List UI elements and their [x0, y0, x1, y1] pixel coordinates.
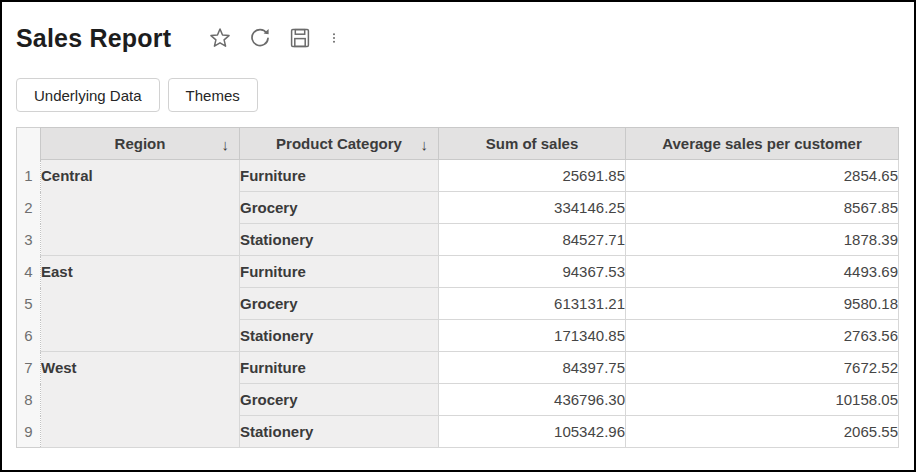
region-cell: East	[41, 256, 240, 352]
sum-of-sales-cell: 334146.25	[439, 192, 626, 224]
column-header-sum-of-sales[interactable]: Sum of sales	[439, 128, 626, 160]
row-number: 3	[17, 224, 41, 256]
sum-of-sales-cell: 105342.96	[439, 416, 626, 448]
average-sales-cell: 2763.56	[626, 320, 899, 352]
column-header-label: Product Category	[276, 135, 402, 152]
column-header-label: Region	[115, 135, 166, 152]
average-sales-cell: 1878.39	[626, 224, 899, 256]
average-sales-cell: 10158.05	[626, 384, 899, 416]
corner-cell	[17, 128, 41, 160]
underlying-data-button[interactable]: Underlying Data	[16, 78, 160, 112]
row-number: 2	[17, 192, 41, 224]
category-cell: Furniture	[240, 352, 439, 384]
sort-desc-icon[interactable]: ↓	[222, 135, 230, 152]
sum-of-sales-cell: 94367.53	[439, 256, 626, 288]
table-row: 1 Central Furniture 25691.85 2854.65	[17, 160, 899, 192]
table-row: 7 West Furniture 84397.75 7672.52	[17, 352, 899, 384]
save-icon[interactable]	[287, 25, 313, 51]
average-sales-cell: 2854.65	[626, 160, 899, 192]
title-bar: Sales Report	[16, 16, 900, 60]
view-toolbar: Underlying Data Themes	[16, 78, 900, 112]
region-cell: West	[41, 352, 240, 448]
row-number: 8	[17, 384, 41, 416]
table-row: 4 East Furniture 94367.53 4493.69	[17, 256, 899, 288]
refresh-icon[interactable]	[247, 25, 273, 51]
column-header-label: Average sales per customer	[662, 135, 862, 152]
sum-of-sales-cell: 171340.85	[439, 320, 626, 352]
sort-desc-icon[interactable]: ↓	[421, 135, 429, 152]
more-vertical-icon[interactable]	[327, 25, 341, 51]
themes-button[interactable]: Themes	[168, 78, 258, 112]
sum-of-sales-cell: 436796.30	[439, 384, 626, 416]
average-sales-cell: 2065.55	[626, 416, 899, 448]
category-cell: Grocery	[240, 384, 439, 416]
sum-of-sales-cell: 84397.75	[439, 352, 626, 384]
average-sales-cell: 8567.85	[626, 192, 899, 224]
row-number: 6	[17, 320, 41, 352]
average-sales-cell: 4493.69	[626, 256, 899, 288]
category-cell: Furniture	[240, 256, 439, 288]
average-sales-cell: 9580.18	[626, 288, 899, 320]
category-cell: Stationery	[240, 320, 439, 352]
average-sales-cell: 7672.52	[626, 352, 899, 384]
column-header-region[interactable]: Region ↓	[41, 128, 240, 160]
column-header-product-category[interactable]: Product Category ↓	[240, 128, 439, 160]
column-header-label: Sum of sales	[486, 135, 579, 152]
sum-of-sales-cell: 25691.85	[439, 160, 626, 192]
header-row: Region ↓ Product Category ↓ Sum of sales…	[17, 128, 899, 160]
category-cell: Grocery	[240, 288, 439, 320]
category-cell: Grocery	[240, 192, 439, 224]
row-number: 9	[17, 416, 41, 448]
sum-of-sales-cell: 613131.21	[439, 288, 626, 320]
row-number: 4	[17, 256, 41, 288]
category-cell: Stationery	[240, 224, 439, 256]
row-number: 5	[17, 288, 41, 320]
row-number: 7	[17, 352, 41, 384]
category-cell: Stationery	[240, 416, 439, 448]
sales-report-table: Region ↓ Product Category ↓ Sum of sales…	[16, 127, 899, 448]
region-cell: Central	[41, 160, 240, 256]
star-icon[interactable]	[207, 25, 233, 51]
page-title: Sales Report	[16, 24, 171, 53]
report-window: Sales Report	[0, 0, 916, 472]
title-action-icons	[207, 25, 341, 51]
category-cell: Furniture	[240, 160, 439, 192]
row-number: 1	[17, 160, 41, 192]
sum-of-sales-cell: 84527.71	[439, 224, 626, 256]
column-header-average-sales[interactable]: Average sales per customer	[626, 128, 899, 160]
